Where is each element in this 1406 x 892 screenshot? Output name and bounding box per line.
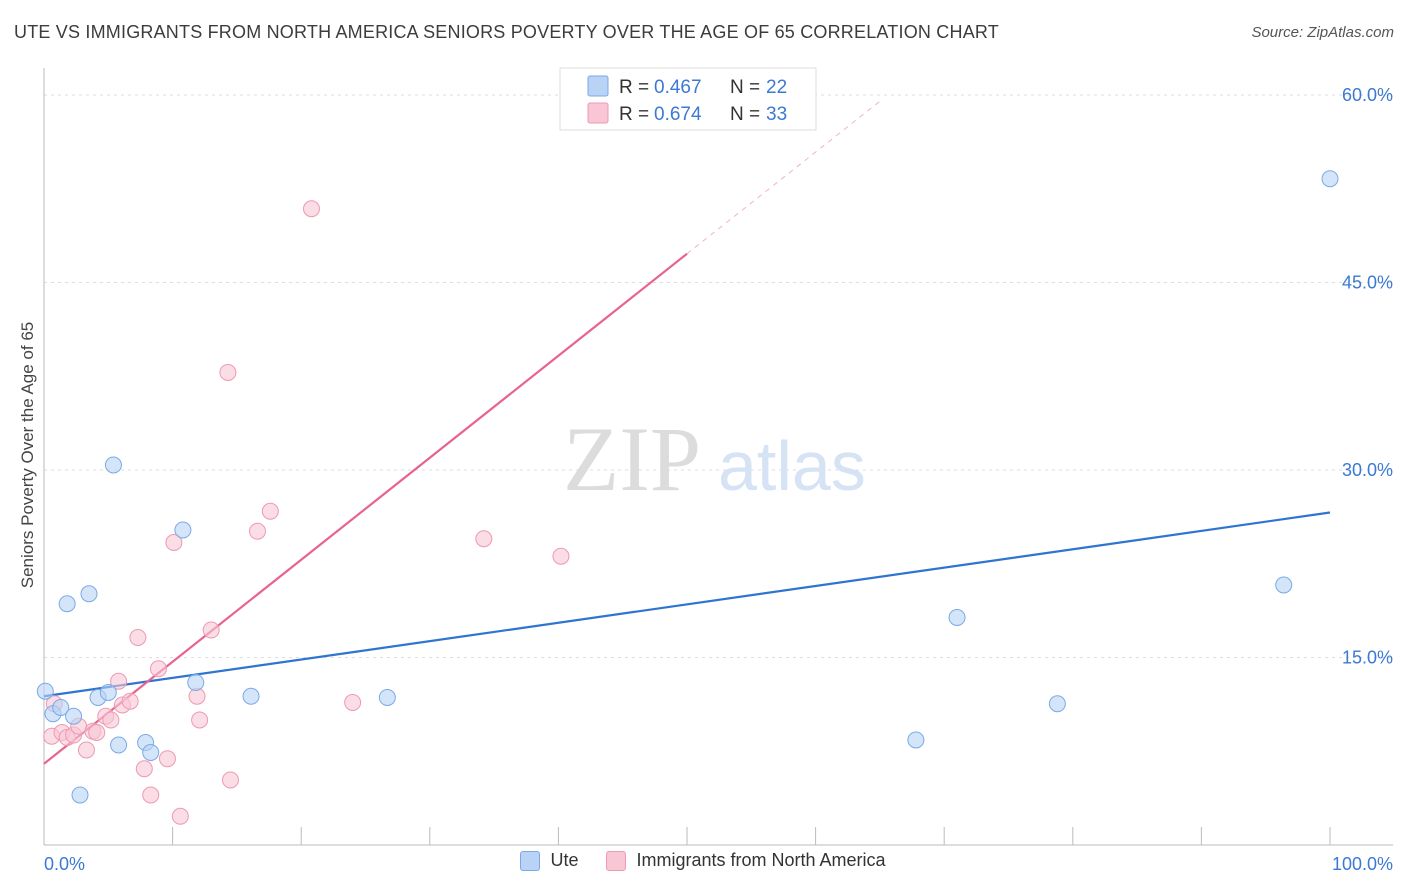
point-ute-17: [907, 731, 925, 749]
correlation-legend: R = 0.467 N = 22 R = 0.674 N = 33: [559, 67, 817, 131]
series-label-ute: Ute: [550, 850, 579, 870]
point-ute-4: [65, 707, 83, 725]
chart-title: UTE VS IMMIGRANTS FROM NORTH AMERICA SEN…: [14, 22, 999, 42]
point-ute-13: [174, 521, 192, 539]
trend-lines: [43, 100, 1331, 765]
point-imm-24: [219, 364, 237, 381]
point-ute-5: [71, 786, 89, 804]
watermark: ZIP atlas: [563, 408, 866, 510]
point-ute-9: [104, 456, 122, 474]
point-imm-17: [149, 660, 167, 678]
point-ute-18: [948, 609, 966, 626]
gridlines: [44, 94, 1393, 658]
point-ute-3: [58, 595, 76, 613]
y-tick-label-15: 15.0%: [1342, 648, 1393, 668]
series-legend-item-imm: Immigrants from North America: [606, 850, 886, 871]
legend-r-label-ute: R =: [619, 77, 649, 98]
point-imm-31: [552, 547, 570, 565]
legend-r-label-imm: R =: [619, 104, 649, 125]
point-imm-22: [191, 711, 209, 729]
series-swatch-ute: [520, 850, 541, 871]
series-legend-item-ute: Ute: [520, 850, 578, 871]
source-credit: Source: ZipAtlas.com: [1251, 24, 1394, 41]
watermark-atlas: atlas: [718, 427, 866, 505]
point-imm-13: [121, 692, 139, 710]
point-imm-19: [165, 534, 183, 551]
point-ute-15: [242, 687, 260, 705]
point-imm-26: [248, 522, 266, 540]
legend-n-label-imm: N =: [730, 104, 760, 125]
legend-r-value-ute: 0.467: [654, 77, 702, 98]
point-imm-11: [110, 672, 128, 690]
legend-n-value-ute: 22: [766, 77, 787, 98]
point-imm-25: [221, 771, 239, 789]
point-imm-30: [475, 530, 493, 548]
point-imm-15: [135, 760, 153, 778]
point-ute-0: [36, 682, 54, 700]
x-tick-label-min: 0.0%: [44, 854, 85, 874]
axes: [43, 68, 1393, 846]
point-imm-27: [261, 502, 279, 520]
point-imm-8: [88, 724, 106, 741]
point-ute-19: [1048, 695, 1066, 713]
point-imm-14: [129, 629, 147, 646]
point-ute-16: [378, 689, 396, 706]
series-swatch-imm: [606, 850, 627, 871]
point-imm-10: [102, 711, 120, 729]
legend-swatch-imm: [587, 102, 609, 124]
point-ute-8: [99, 684, 117, 701]
trend-line-imm: [43, 252, 688, 765]
x-tick-label-max: 100.0%: [1332, 854, 1393, 874]
legend-r-value-imm: 0.674: [654, 104, 702, 125]
y-tick-label-45: 45.0%: [1342, 273, 1393, 293]
point-imm-28: [302, 200, 320, 218]
point-imm-16: [142, 786, 160, 804]
y-tick-label-30: 30.0%: [1342, 460, 1393, 480]
point-imm-6: [77, 741, 95, 759]
point-ute-14: [187, 674, 205, 691]
y-tick-label-60: 60.0%: [1342, 85, 1393, 105]
point-ute-21: [1321, 170, 1339, 188]
watermark-zip: ZIP: [563, 408, 701, 510]
point-ute-10: [110, 736, 128, 754]
point-ute-20: [1275, 576, 1293, 594]
point-ute-12: [142, 744, 160, 761]
point-imm-18: [158, 750, 176, 768]
series-legend: Ute Immigrants from North America: [0, 850, 1406, 871]
point-imm-20: [171, 807, 189, 825]
legend-swatch-ute: [587, 75, 609, 97]
series-label-imm: Immigrants from North America: [636, 850, 886, 870]
point-ute-2: [52, 699, 70, 716]
point-ute-6: [80, 585, 98, 603]
legend-n-label-ute: N =: [730, 77, 760, 98]
point-imm-23: [202, 621, 220, 639]
trend-line-ute: [43, 511, 1331, 698]
point-imm-29: [344, 694, 362, 711]
tick-labels: 0.0% 100.0% 15.0% 30.0% 45.0% 60.0%: [44, 85, 1393, 874]
trend-line-imm-extension: [686, 100, 881, 255]
legend-n-value-imm: 33: [766, 104, 787, 125]
